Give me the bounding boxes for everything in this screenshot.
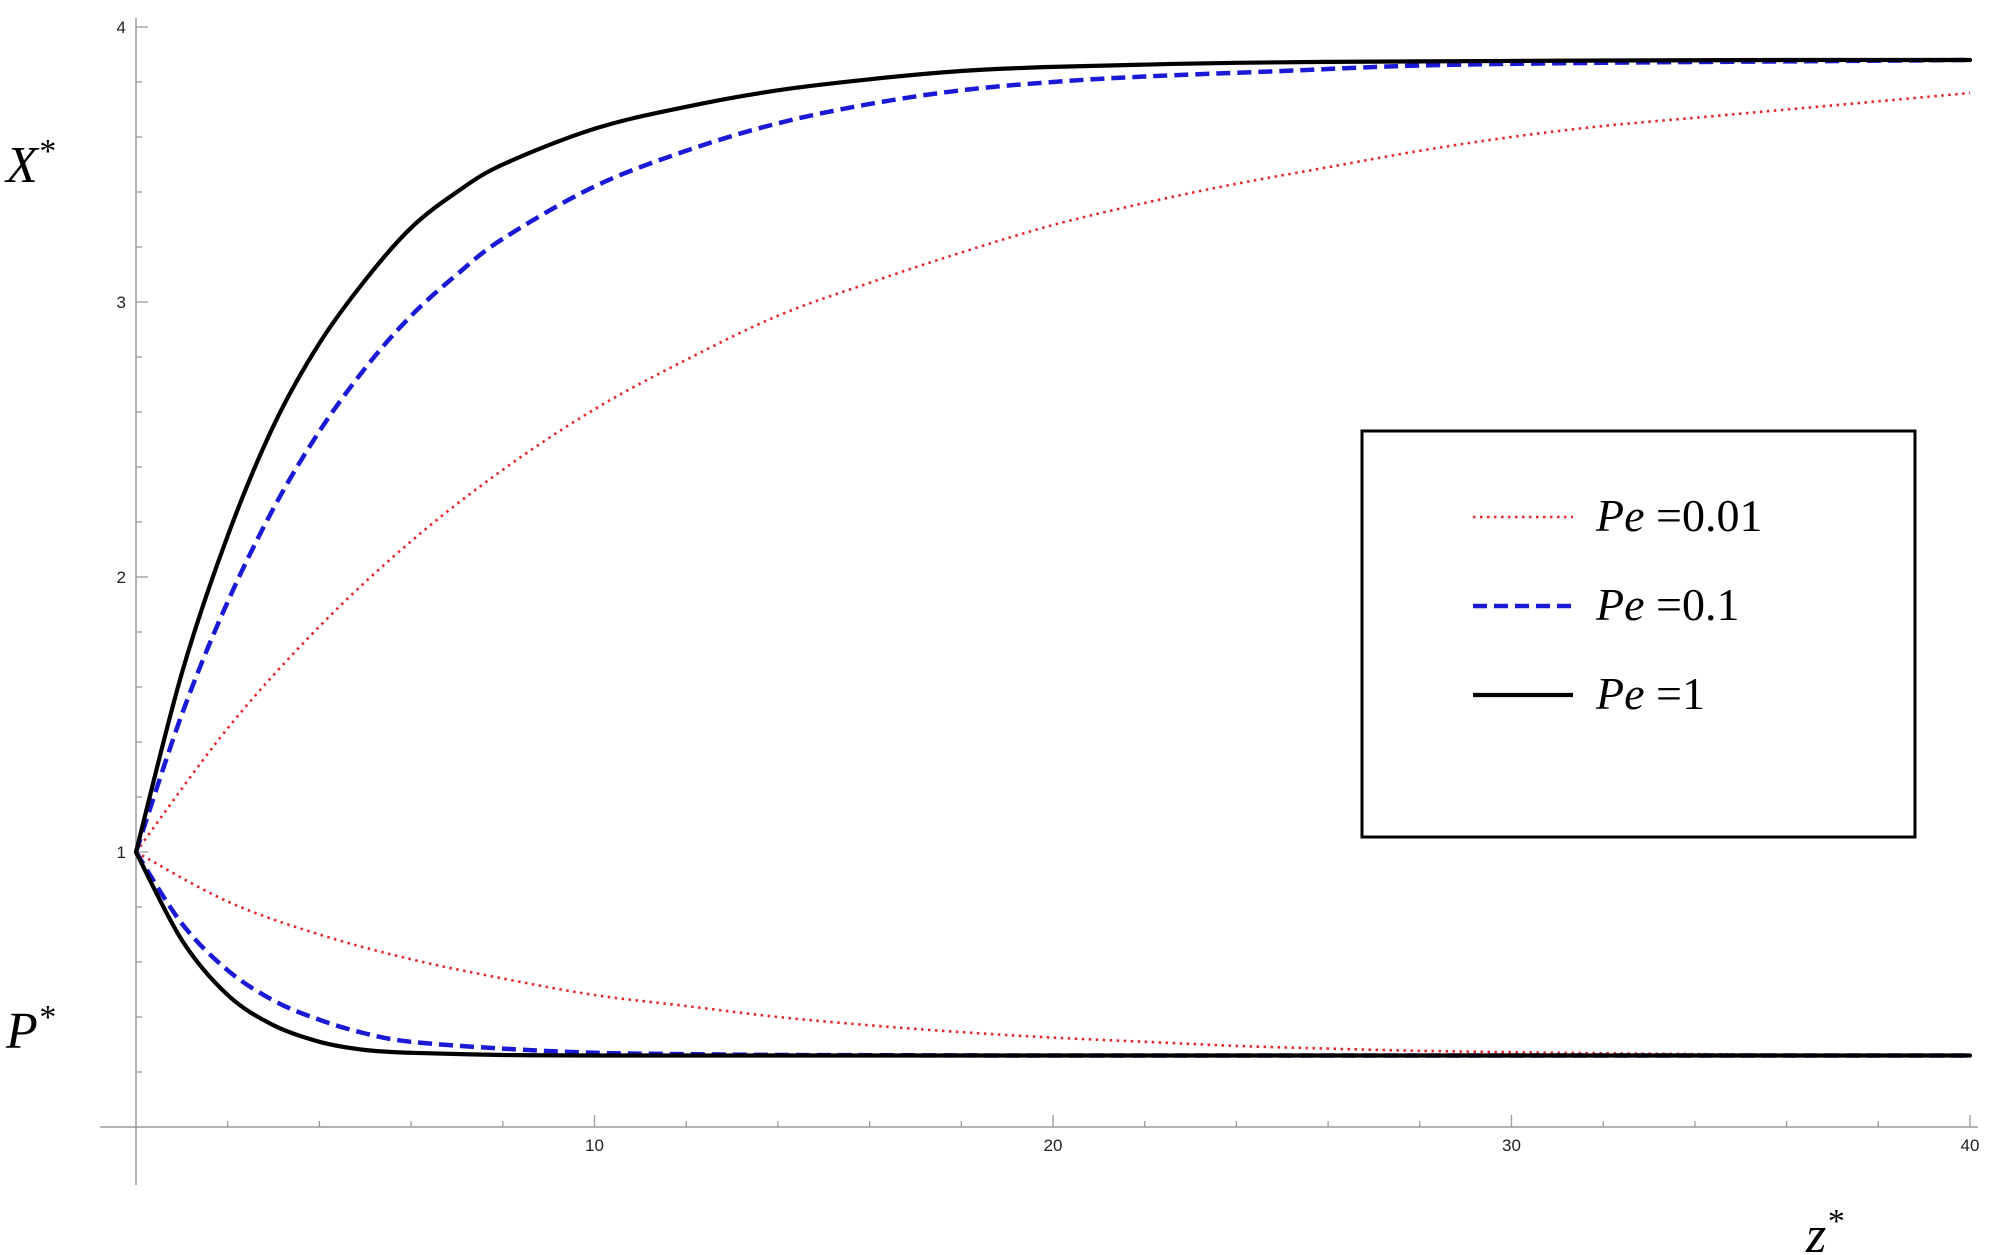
y-axis-title-upper-star: *: [38, 133, 55, 170]
x-tick-label: 10: [585, 1136, 604, 1155]
legend-label-value: =0.1: [1656, 579, 1739, 630]
ticks: 10 20 30 40 1 2 3 4: [117, 18, 1980, 1155]
legend-label: Pe =1: [1595, 668, 1705, 719]
y-tick-label: 2: [117, 568, 126, 587]
y-axis-title-lower-star: *: [38, 999, 55, 1036]
x-tick-label: 20: [1044, 1136, 1063, 1155]
series-line-dotted-p: [135, 850, 1971, 1057]
legend-label-value: =0.01: [1656, 490, 1762, 541]
x-tick-label: 40: [1961, 1136, 1980, 1155]
series-line-solid-p: [133, 849, 1973, 1058]
y-axis-title-upper: X*: [4, 133, 55, 194]
y-tick-label: 1: [117, 843, 126, 862]
x-axis-title: z*: [1805, 1203, 1843, 1255]
legend-label-name: Pe: [1595, 490, 1656, 541]
x-axis-title-star: *: [1826, 1203, 1843, 1240]
y-axis-title-upper-text: X: [4, 137, 40, 194]
y-axis-title-lower-text: P: [5, 1003, 38, 1060]
y-tick-label: 4: [117, 18, 126, 37]
legend-label: Pe =0.1: [1595, 579, 1739, 630]
x-tick-label: 30: [1502, 1136, 1521, 1155]
series-line-dotted-x: [134, 91, 1971, 853]
axes: [100, 18, 1978, 1185]
series-line-dashed-x: [133, 57, 1971, 853]
legend-label-name: Pe: [1595, 579, 1656, 630]
series-line-solid-x: [133, 57, 1973, 855]
legend-label: Pe =0.01: [1595, 490, 1762, 541]
series: [133, 57, 1973, 1058]
y-tick-label: 3: [117, 293, 126, 312]
y-axis-title-lower: P*: [5, 999, 55, 1060]
legend-label-name: Pe: [1595, 668, 1656, 719]
x-axis-title-text: z: [1805, 1207, 1826, 1255]
series-line-dashed-p: [134, 850, 1971, 1058]
legend-label-value: =1: [1656, 668, 1705, 719]
legend-box: [1360, 429, 1917, 839]
